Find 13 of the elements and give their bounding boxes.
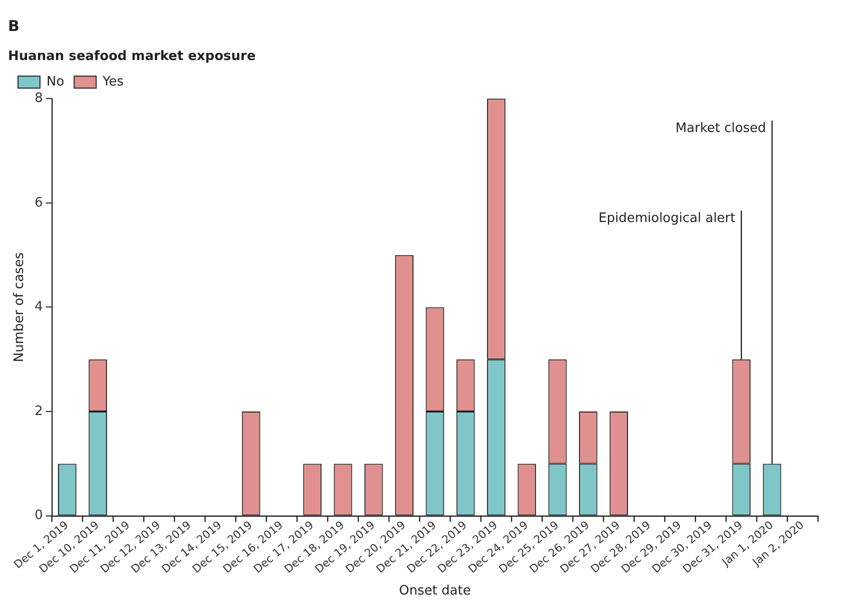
y-tick-label: 0 [34, 508, 43, 524]
legend-title: Huanan seafood market exposure [8, 48, 256, 64]
legend-label: No [46, 74, 64, 90]
y-axis-title: Number of cases [12, 252, 28, 362]
y-tick-label: 4 [34, 300, 43, 315]
y-tick-label: 8 [34, 90, 43, 106]
legend-label: Yes [102, 74, 124, 90]
x-axis-title: Onset date [399, 584, 471, 599]
ref-line-label: Epidemiological alert [598, 210, 736, 226]
chart-title: B [8, 16, 20, 35]
ref-line-label: Market closed [675, 120, 766, 136]
y-tick-label: 2 [34, 404, 43, 419]
y-tick-label: 6 [34, 195, 43, 210]
